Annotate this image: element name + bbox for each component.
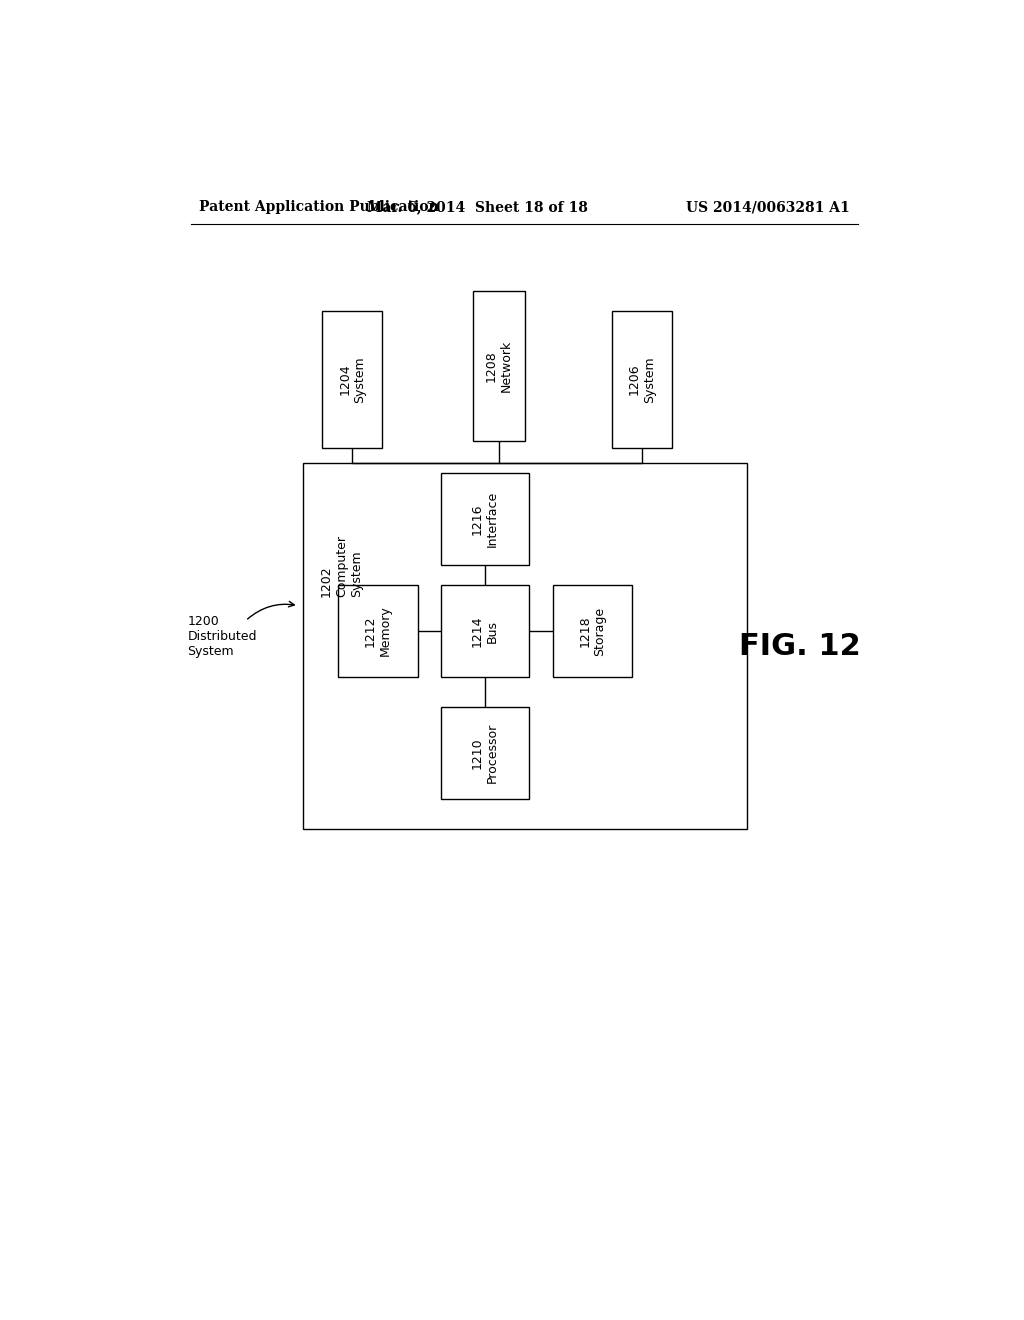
Bar xyxy=(338,585,418,677)
Bar xyxy=(441,474,528,565)
Text: 1208
Network: 1208 Network xyxy=(485,339,513,392)
Text: 1214
Bus: 1214 Bus xyxy=(471,615,499,647)
Bar xyxy=(473,290,524,441)
Text: 1200
Distributed
System: 1200 Distributed System xyxy=(187,615,257,657)
Text: 1202
Computer
System: 1202 Computer System xyxy=(321,535,364,597)
Bar xyxy=(441,708,528,799)
Text: 1216
Interface: 1216 Interface xyxy=(471,491,499,548)
Text: US 2014/0063281 A1: US 2014/0063281 A1 xyxy=(686,201,850,214)
Text: 1206
System: 1206 System xyxy=(628,356,655,403)
Text: Patent Application Publication: Patent Application Publication xyxy=(200,201,439,214)
Text: Mar. 6, 2014  Sheet 18 of 18: Mar. 6, 2014 Sheet 18 of 18 xyxy=(367,201,588,214)
Text: 1212
Memory: 1212 Memory xyxy=(364,606,392,656)
Text: 1210
Processor: 1210 Processor xyxy=(471,723,499,783)
Bar xyxy=(553,585,632,677)
Text: 1218
Storage: 1218 Storage xyxy=(579,606,606,656)
Bar xyxy=(441,585,528,677)
Text: FIG. 12: FIG. 12 xyxy=(739,632,861,661)
Bar xyxy=(612,312,672,447)
Bar xyxy=(303,463,748,829)
Bar xyxy=(323,312,382,447)
Text: 1204
System: 1204 System xyxy=(338,356,367,403)
